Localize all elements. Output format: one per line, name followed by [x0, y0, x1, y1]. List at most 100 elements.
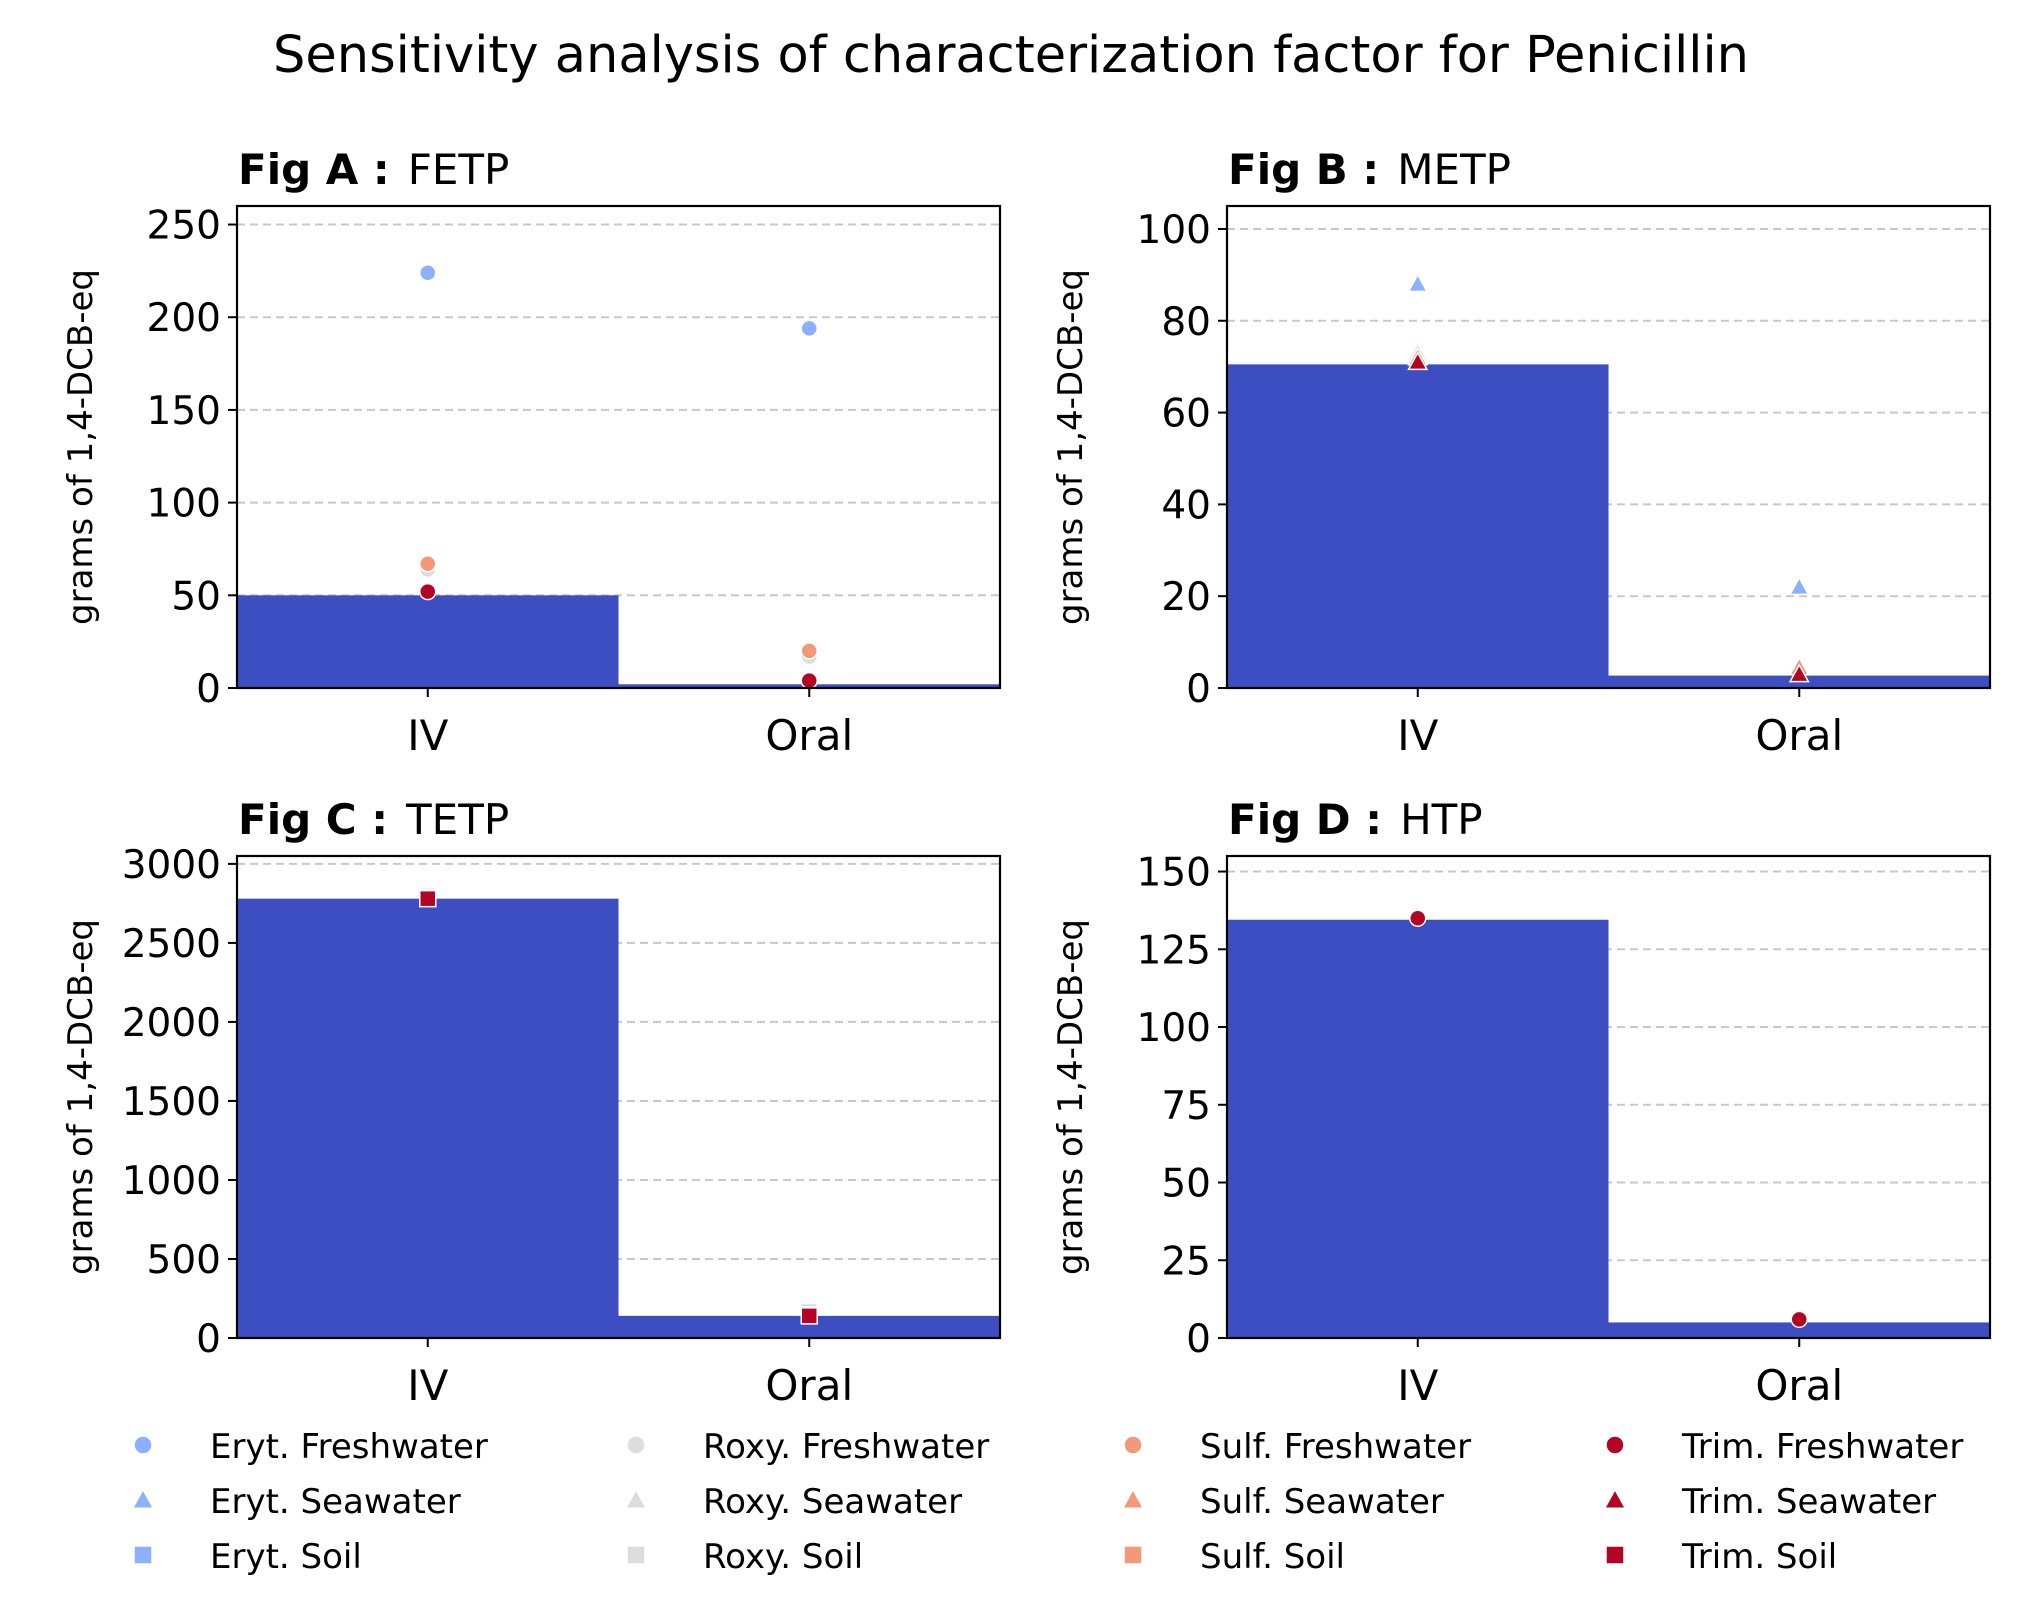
legend-marker — [1605, 1435, 1625, 1455]
x-tick-label-oral: Oral — [1755, 711, 1843, 760]
panel-title-metric: METP — [1397, 145, 1511, 194]
legend-entry-roxy-freshwater: Roxy. Freshwater — [626, 1427, 989, 1467]
panel-title: Fig A : FETP — [238, 145, 509, 194]
panel-title-bold: Fig D : — [1228, 795, 1382, 844]
axes-frame — [1225, 204, 1992, 690]
y-tick-label: 50 — [171, 574, 221, 619]
legend-entry-eryt-freshwater: Eryt. Freshwater — [133, 1427, 488, 1467]
legend-label: Sulf. Freshwater — [1200, 1427, 1471, 1467]
legend-marker — [626, 1435, 646, 1455]
point-eryt-seawater-iv — [1407, 273, 1429, 293]
y-tick-label: 200 — [147, 296, 221, 341]
bar-oral — [1608, 1322, 1990, 1338]
y-tick-label: 3000 — [122, 843, 221, 888]
y-tick-label: 150 — [147, 389, 221, 434]
y-axis-label: grams of 1,4-DCB-eq — [61, 269, 101, 625]
bar-iv — [1227, 919, 1609, 1338]
legend-marker — [1123, 1545, 1143, 1565]
x-tick-label-iv: IV — [1397, 1361, 1438, 1410]
legend-label: Roxy. Soil — [703, 1537, 863, 1577]
legend-label: Eryt. Soil — [210, 1537, 362, 1577]
panel-tetp: 0 500 1000 1500 2000 2500 3000 IV Oral grams of 1… — [61, 795, 1002, 1410]
y-tick-label: 75 — [1161, 1084, 1211, 1129]
panel-title: Fig D : HTP — [1228, 795, 1483, 844]
y-tick-label: 2500 — [122, 922, 221, 967]
panel-htp: 0 25 50 75 100 125 150 IV Oral grams of 1,4-DCB-e… — [1051, 795, 1992, 1410]
legend-label: Trim. Soil — [1681, 1537, 1837, 1577]
legend-label: Trim. Seawater — [1681, 1482, 1936, 1522]
legend-marker — [1605, 1545, 1625, 1565]
legend-label: Sulf. Soil — [1200, 1537, 1345, 1577]
y-tick-label: 0 — [196, 667, 221, 712]
panel-title-bold: Fig A : — [238, 145, 390, 194]
y-tick-label: 2000 — [122, 1001, 221, 1046]
x-tick-label-oral: Oral — [765, 711, 853, 760]
y-tick-label: 80 — [1161, 300, 1211, 345]
y-tick-label: 100 — [147, 482, 221, 527]
y-tick-label: 125 — [1137, 928, 1211, 973]
panel-metp: 0 20 40 60 80 100 IV Oral grams of 1,4-DCB-eq Fig… — [1051, 145, 1992, 760]
panel-title-metric: FETP — [408, 145, 510, 194]
legend-entry-trim-freshwater: Trim. Freshwater — [1605, 1427, 1963, 1467]
legend-entry-eryt-soil: Eryt. Soil — [133, 1537, 362, 1577]
y-tick-label: 1000 — [122, 1159, 221, 1204]
y-tick-label: 0 — [196, 1317, 221, 1362]
legend-label: Eryt. Freshwater — [210, 1427, 488, 1467]
legend-entry-trim-seawater: Trim. Seawater — [1603, 1482, 1936, 1522]
y-tick-label: 500 — [147, 1238, 221, 1283]
point-eryt-seawater-oral — [1788, 576, 1810, 596]
y-tick-label: 250 — [147, 204, 221, 249]
point-trim-freshwater-iv — [419, 582, 437, 601]
legend-label: Roxy. Seawater — [703, 1482, 962, 1522]
legend-entry-sulf-seawater: Sulf. Seawater — [1121, 1482, 1444, 1522]
legend-entry-roxy-seawater: Roxy. Seawater — [624, 1482, 962, 1522]
point-trim-freshwater-oral — [800, 671, 818, 690]
panel-title: Fig C : TETP — [238, 795, 509, 844]
figure-title: Sensitivity analysis of characterization… — [273, 26, 1749, 85]
legend-marker — [1121, 1488, 1145, 1510]
y-tick-label: 20 — [1161, 575, 1211, 620]
axes-frame — [1225, 854, 1992, 1340]
y-tick-label: 1500 — [122, 1080, 221, 1125]
legend-marker — [131, 1488, 155, 1510]
legend: Eryt. Freshwater Eryt. Seawater Eryt. Soil… — [131, 1427, 1963, 1577]
y-tick-label: 0 — [1186, 1317, 1211, 1362]
axes-frame — [235, 204, 1002, 690]
y-tick-label: 0 — [1186, 667, 1211, 712]
legend-marker — [133, 1435, 153, 1455]
legend-entry-trim-soil: Trim. Soil — [1605, 1537, 1837, 1577]
y-tick-label: 100 — [1137, 1006, 1211, 1051]
panel-title-bold: Fig C : — [238, 795, 388, 844]
point-trim-soil-oral — [800, 1307, 818, 1325]
legend-entry-sulf-soil: Sulf. Soil — [1123, 1537, 1345, 1577]
x-tick-label-iv: IV — [1397, 711, 1438, 760]
point-trim-freshwater-iv — [1409, 909, 1427, 927]
legend-label: Trim. Freshwater — [1681, 1427, 1963, 1467]
panel-title-metric: TETP — [405, 795, 509, 844]
panel-title: Fig B : METP — [1228, 145, 1511, 194]
y-tick-label: 60 — [1161, 392, 1211, 437]
bar-iv — [237, 595, 619, 688]
legend-marker — [1603, 1488, 1627, 1510]
bar-iv — [237, 898, 619, 1338]
y-tick-label: 50 — [1161, 1162, 1211, 1207]
point-trim-seawater-iv — [1407, 351, 1429, 371]
bar-oral — [618, 1315, 1000, 1338]
y-tick-label: 40 — [1161, 483, 1211, 528]
point-eryt-freshwater-oral — [800, 319, 818, 338]
point-sulf-freshwater-oral — [800, 642, 818, 660]
legend-marker — [133, 1545, 153, 1565]
legend-marker — [624, 1488, 648, 1510]
y-axis-label: grams of 1,4-DCB-eq — [61, 919, 101, 1275]
legend-marker — [1123, 1435, 1143, 1455]
point-eryt-freshwater-iv — [419, 263, 437, 282]
panel-fetp: 0 50 100 150 200 250 IV Oral grams of 1,4-DCB-eq… — [61, 145, 1002, 760]
legend-label: Eryt. Seawater — [210, 1482, 461, 1522]
panel-title-bold: Fig B : — [1228, 145, 1379, 194]
legend-entry-sulf-freshwater: Sulf. Freshwater — [1123, 1427, 1471, 1467]
point-trim-seawater-oral — [1788, 663, 1810, 683]
legend-marker — [626, 1545, 646, 1565]
y-tick-label: 25 — [1161, 1239, 1211, 1284]
